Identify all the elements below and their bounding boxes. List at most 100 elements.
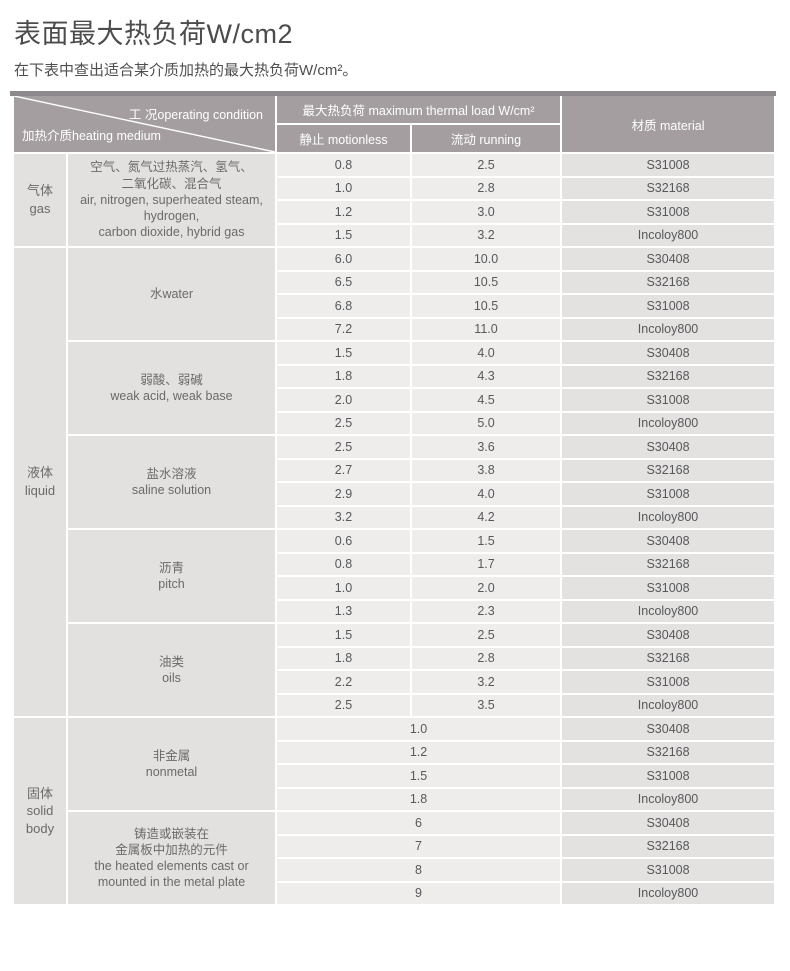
- diagonal-divider-line: [14, 96, 275, 152]
- header-running: 流动 running: [412, 125, 563, 154]
- running-cell: 4.0: [412, 342, 563, 366]
- running-cell: 10.0: [412, 248, 563, 272]
- table-row: 弱酸、弱碱 weak acid, weak base 1.5 4.0 S30408: [14, 342, 777, 436]
- table-row: 1.8 2.8 S32168: [14, 647, 777, 671]
- table-row: 油类 oils 1.5 2.5 S30408: [14, 624, 777, 718]
- medium-cell: 非金属 nonmetal: [68, 718, 277, 812]
- material-cell: Incoloy800: [562, 788, 777, 812]
- divider-bar: [10, 91, 776, 96]
- motionless-cell: 3.2: [277, 506, 412, 530]
- table-row: 盐水溶液 saline solution 2.5 3.6 S30408: [14, 436, 777, 530]
- motionless-cell: 6.5: [277, 271, 412, 295]
- page-title: 表面最大热负荷W/cm2: [14, 19, 293, 49]
- table-row: 3.2 4.2 Incoloy800: [14, 506, 777, 530]
- table-row: 7.2 11.0 Incoloy800: [14, 318, 777, 342]
- motionless-cell: 2.5: [277, 694, 412, 718]
- thermal-load-table: 工 况operating condition 加热介质heating mediu…: [14, 96, 777, 906]
- table-row: 6.8 10.5 S31008: [14, 295, 777, 319]
- material-cell: S30408: [562, 342, 777, 366]
- header-row-1: 工 况operating condition 加热介质heating mediu…: [14, 96, 777, 154]
- table-row: 2.9 4.0 S31008: [14, 483, 777, 507]
- table-row: 1.0 2.8 S32168: [14, 177, 777, 201]
- material-cell: S31008: [562, 389, 777, 413]
- table-row: 1.8 4.3 S32168: [14, 365, 777, 389]
- running-cell: 4.2: [412, 506, 563, 530]
- value-cell: 8: [277, 859, 563, 883]
- motionless-cell: 6.0: [277, 248, 412, 272]
- running-cell: 2.5: [412, 154, 563, 178]
- material-cell: S30408: [562, 530, 777, 554]
- running-cell: 10.5: [412, 271, 563, 295]
- motionless-cell: 1.5: [277, 624, 412, 648]
- header-thermal-load: 最大热负荷 maximum thermal load W/cm²: [277, 96, 563, 125]
- motionless-cell: 2.5: [277, 436, 412, 460]
- material-cell: S32168: [562, 365, 777, 389]
- header-material: 材质 material: [562, 96, 777, 154]
- motionless-cell: 1.8: [277, 647, 412, 671]
- running-cell: 4.3: [412, 365, 563, 389]
- material-cell: S32168: [562, 271, 777, 295]
- running-cell: 3.2: [412, 671, 563, 695]
- motionless-cell: 2.7: [277, 459, 412, 483]
- table-header: 工 况operating condition 加热介质heating mediu…: [14, 96, 777, 154]
- material-cell: S30408: [562, 248, 777, 272]
- running-cell: 2.3: [412, 600, 563, 624]
- motionless-cell: 2.5: [277, 412, 412, 436]
- value-cell: 1.2: [277, 741, 563, 765]
- table-row: 2.2 3.2 S31008: [14, 671, 777, 695]
- material-cell: S32168: [562, 459, 777, 483]
- motionless-cell: 1.5: [277, 342, 412, 366]
- material-cell: S31008: [562, 671, 777, 695]
- table-row: 1.3 2.3 Incoloy800: [14, 600, 777, 624]
- value-cell: 1.5: [277, 765, 563, 789]
- material-cell: S31008: [562, 154, 777, 178]
- table-row: 固体 solid body 非金属 nonmetal 1.0 S30408: [14, 718, 777, 906]
- material-cell: S31008: [562, 483, 777, 507]
- running-cell: 3.0: [412, 201, 563, 225]
- value-cell: 6: [277, 812, 563, 836]
- running-cell: 4.0: [412, 483, 563, 507]
- running-cell: 2.5: [412, 624, 563, 648]
- table-row: 1.5 3.2 Incoloy800: [14, 224, 777, 248]
- running-cell: 3.5: [412, 694, 563, 718]
- motionless-cell: 1.8: [277, 365, 412, 389]
- header-row-2: 静止 motionless 流动 running: [14, 125, 776, 154]
- table-row: 1.0 2.0 S31008: [14, 577, 777, 601]
- material-cell: S31008: [562, 295, 777, 319]
- material-cell: Incoloy800: [562, 882, 777, 906]
- value-cell: 1.8: [277, 788, 563, 812]
- motionless-cell: 1.5: [277, 224, 412, 248]
- running-cell: 4.5: [412, 389, 563, 413]
- running-cell: 2.8: [412, 647, 563, 671]
- table-row: 液体 liquid 水water 6.0 10.0 S30408: [14, 248, 777, 718]
- running-cell: 5.0: [412, 412, 563, 436]
- motionless-cell: 2.2: [277, 671, 412, 695]
- material-cell: S32168: [562, 741, 777, 765]
- table-row: 气体 gas 空气、氮气过热蒸汽、氢气、 二氧化碳、混合气 air, nitrogen,…: [14, 154, 777, 248]
- table-body: 气体 gas 空气、氮气过热蒸汽、氢气、 二氧化碳、混合气 air, nitrogen,…: [14, 154, 777, 906]
- table-row: 0.8 1.7 S32168: [14, 553, 777, 577]
- material-cell: S32168: [562, 835, 777, 859]
- page-subtitle: 在下表中查出适合某介质加热的最大热负荷W/cm²。: [14, 62, 358, 79]
- material-cell: Incoloy800: [562, 318, 777, 342]
- header-corner-cell: 工 况operating condition 加热介质heating mediu…: [14, 96, 277, 154]
- running-cell: 1.7: [412, 553, 563, 577]
- material-cell: S31008: [562, 859, 777, 883]
- table-row: 1.5 S31008: [14, 765, 777, 789]
- material-cell: S31008: [562, 201, 777, 225]
- material-cell: Incoloy800: [562, 694, 777, 718]
- material-cell: S31008: [562, 577, 777, 601]
- table-row: 2.7 3.8 S32168: [14, 459, 777, 483]
- header-heating-medium: 加热介质heating medium: [22, 129, 161, 143]
- table-row: 7 S32168: [14, 835, 777, 859]
- category-cell: 固体 solid body: [14, 718, 68, 906]
- material-cell: S32168: [562, 647, 777, 671]
- motionless-cell: 6.8: [277, 295, 412, 319]
- header-motionless: 静止 motionless: [277, 125, 412, 154]
- material-cell: S30408: [562, 436, 777, 460]
- motionless-cell: 1.2: [277, 201, 412, 225]
- motionless-cell: 2.9: [277, 483, 412, 507]
- running-cell: 3.8: [412, 459, 563, 483]
- running-cell: 2.8: [412, 177, 563, 201]
- table-row: 9 Incoloy800: [14, 882, 777, 906]
